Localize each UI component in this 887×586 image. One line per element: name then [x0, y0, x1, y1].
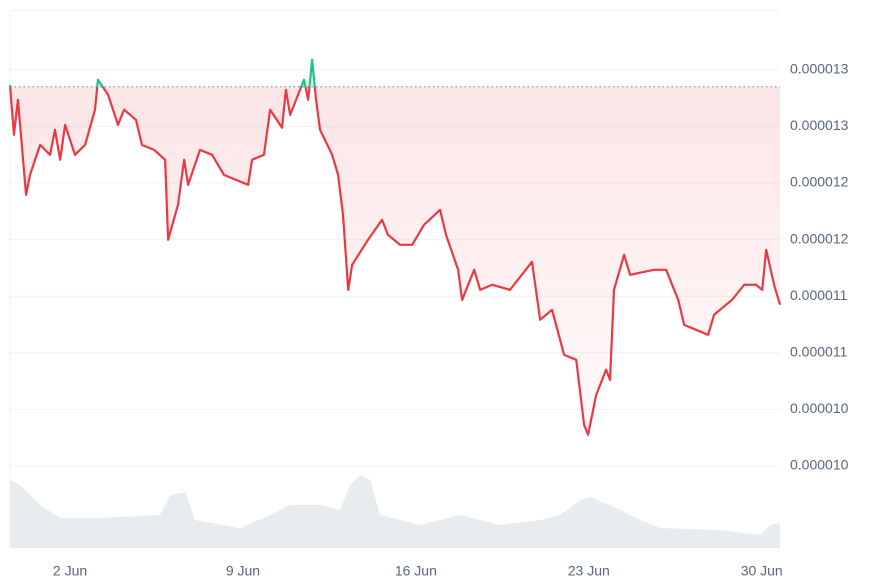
y-tick-label: 0.000012 — [790, 174, 849, 190]
y-tick-label: 0.000013 — [790, 117, 849, 133]
x-tick-label: 2 Jun — [53, 563, 87, 579]
y-tick-label: 0.000013 — [790, 61, 849, 77]
y-tick-label: 0.000010 — [790, 400, 849, 416]
volume-area — [10, 475, 780, 548]
x-tick-label: 23 Jun — [568, 563, 610, 579]
price-line — [8, 58, 782, 436]
y-tick-label: 0.000011 — [790, 287, 848, 303]
y-tick-label: 0.000011 — [790, 344, 848, 360]
area-fill — [10, 59, 780, 435]
x-tick-label: 16 Jun — [395, 563, 437, 579]
x-tick-label: 30 Jun — [741, 563, 783, 579]
y-tick-label: 0.000010 — [790, 457, 849, 473]
y-tick-label: 0.000012 — [790, 230, 849, 246]
x-tick-label: 9 Jun — [226, 563, 260, 579]
